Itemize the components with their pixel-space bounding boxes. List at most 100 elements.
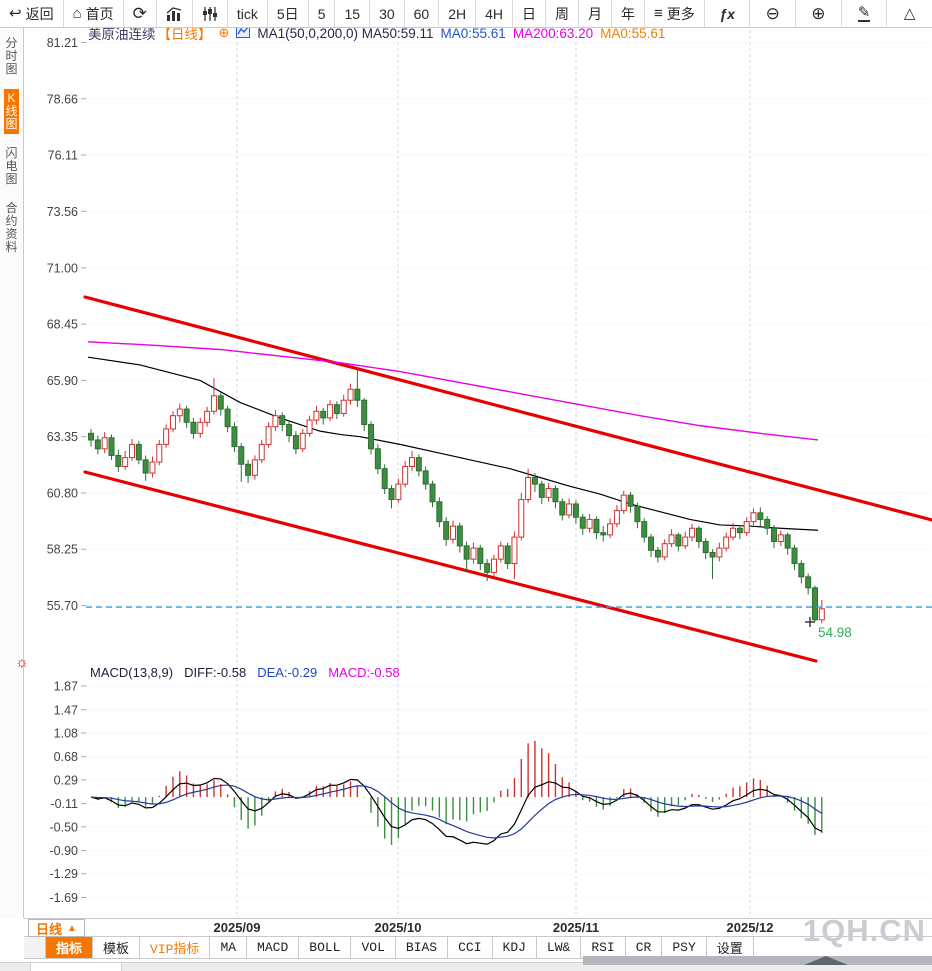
period-day-button[interactable]: 日: [513, 0, 547, 27]
period-30min-button[interactable]: 30: [370, 0, 405, 27]
fx-icon: ƒx: [719, 5, 735, 22]
scroll-up-arrow-icon[interactable]: [804, 956, 848, 965]
period-5day-button[interactable]: 5日: [268, 0, 309, 27]
clipped-bottom-row: [0, 962, 932, 971]
top-toolbar: ↩ 返回 ⌂ 首页 ⟳ tick 5日 5 15 30 60 2H 4H 日 周: [0, 0, 932, 28]
tab-lwr[interactable]: LW&: [537, 937, 582, 958]
candlestick-icon: [202, 6, 218, 21]
macd-header: MACD(13,8,9) DIFF:-0.58 DEA:-0.29 MACD:-…: [90, 665, 400, 680]
tab-psy[interactable]: PSY: [662, 937, 707, 958]
svg-text:65.90: 65.90: [47, 374, 78, 388]
pencil-icon: ✎: [857, 4, 871, 22]
refresh-icon: ⟳: [132, 4, 147, 23]
tab-settings[interactable]: 设置: [707, 937, 754, 958]
shape-tool-button[interactable]: △: [887, 0, 932, 27]
tab-cci[interactable]: CCI: [448, 937, 493, 958]
home-icon: ⌂: [72, 5, 82, 22]
sidebar-tab-lightning-chart[interactable]: 闪电图: [5, 146, 18, 186]
period-week-button[interactable]: 周: [546, 0, 580, 27]
symbol-period: 【日线】: [157, 27, 212, 42]
indicator-tabs-row: 指标 模板 VIP指标 MA MACD BOLL VOL BIAS CCI KD…: [24, 937, 932, 959]
svg-text:0.68: 0.68: [54, 750, 78, 764]
svg-text:1.87: 1.87: [54, 680, 78, 694]
tab-boll[interactable]: BOLL: [299, 937, 352, 958]
ma200-value: MA200:63.20: [512, 25, 594, 41]
svg-text:-0.50: -0.50: [50, 820, 79, 834]
tab-cr[interactable]: CR: [626, 937, 663, 958]
tab-kdj[interactable]: KDJ: [493, 937, 537, 958]
horizontal-scrollbar[interactable]: [583, 956, 932, 965]
period-15min-button[interactable]: 15: [335, 0, 371, 27]
chart-title: 美原油连续 【日线】 ⊕ MA1(50,0,200,0) MA50:59.11 M…: [88, 23, 665, 43]
macd-diff-value: DIFF:-0.58: [184, 665, 247, 680]
period-2h-button[interactable]: 2H: [439, 0, 477, 27]
clipped-bottom-tab: [30, 963, 122, 971]
ma0-orange-value: MA0:55.61: [600, 25, 666, 41]
tab-ma[interactable]: MA: [210, 937, 248, 958]
add-indicator-icon[interactable]: ⊕: [218, 25, 230, 40]
tab-vol[interactable]: VOL: [351, 937, 396, 958]
tab-template[interactable]: 模板: [93, 937, 141, 958]
home-label: 首页: [85, 5, 114, 22]
home-button[interactable]: ⌂ 首页: [64, 0, 124, 27]
more-label: 更多: [666, 5, 695, 22]
triangle-icon: △: [903, 5, 916, 22]
svg-text:-0.90: -0.90: [50, 844, 79, 858]
back-label: 返回: [25, 5, 54, 22]
tab-rsi[interactable]: RSI: [581, 937, 626, 958]
symbol-name: 美原油连续: [88, 27, 156, 42]
period-year-button[interactable]: 年: [612, 0, 646, 27]
chevron-up-icon: ▲: [67, 922, 77, 934]
bar-chart-icon: [166, 6, 183, 21]
svg-text:58.25: 58.25: [47, 543, 78, 557]
more-icon: ≡: [654, 5, 663, 22]
sidebar-tab-time-chart[interactable]: 分时图: [5, 36, 18, 76]
svg-text:1.47: 1.47: [54, 703, 78, 717]
tab-vip-indicator[interactable]: VIP指标: [140, 937, 211, 958]
ma-chart-icon[interactable]: [236, 25, 251, 41]
tab-macd[interactable]: MACD: [247, 937, 300, 958]
period-month-button[interactable]: 月: [579, 0, 613, 27]
period-60min-button[interactable]: 60: [405, 0, 440, 27]
sidebar-tab-kline-chart[interactable]: K线图: [4, 89, 19, 134]
tab-indicator[interactable]: 指标: [46, 937, 94, 958]
back-icon: ↩: [9, 5, 22, 22]
period-selector-button[interactable]: 日线 ▲: [28, 919, 85, 937]
svg-text:76.11: 76.11: [48, 149, 78, 163]
candle-chart-mode-button[interactable]: [193, 0, 228, 27]
more-button[interactable]: ≡ 更多: [645, 0, 705, 27]
svg-text:63.35: 63.35: [47, 430, 78, 444]
month-label-oct: 2025/10: [374, 920, 422, 935]
svg-text:68.45: 68.45: [47, 318, 78, 332]
svg-text:-1.29: -1.29: [50, 867, 79, 881]
zoom-out-button[interactable]: ⊖: [750, 0, 797, 27]
sidebar-tab-contract-info[interactable]: 合约资料: [5, 201, 18, 254]
svg-text:0.29: 0.29: [54, 773, 78, 787]
svg-text:-1.69: -1.69: [50, 891, 79, 905]
tab-bias[interactable]: BIAS: [396, 937, 449, 958]
ma-summary: MA1(50,0,200,0) MA50:59.11: [257, 25, 434, 41]
formula-button[interactable]: ƒx: [705, 0, 751, 27]
svg-text:54.98: 54.98: [818, 625, 852, 640]
left-sidebar: 分时图 K线图 闪电图 合约资料: [0, 28, 24, 918]
indicator-marker-icon[interactable]: ☼: [15, 654, 29, 671]
period-tick-button[interactable]: tick: [228, 0, 268, 27]
draw-tool-button[interactable]: ✎: [842, 0, 888, 27]
zoom-in-button[interactable]: ⊕: [796, 0, 842, 27]
period-5min-button[interactable]: 5: [309, 0, 336, 27]
svg-text:73.56: 73.56: [47, 205, 78, 219]
period-selector-label: 日线: [36, 921, 63, 937]
svg-text:78.66: 78.66: [47, 92, 78, 106]
svg-text:81.21: 81.21: [47, 36, 78, 50]
period-4h-button[interactable]: 4H: [476, 0, 514, 27]
svg-text:71.00: 71.00: [47, 261, 78, 275]
svg-text:-0.11: -0.11: [50, 797, 78, 811]
month-label-sep: 2025/09: [213, 920, 261, 935]
back-button[interactable]: ↩ 返回: [0, 0, 64, 27]
macd-dea-value: DEA:-0.29: [257, 665, 318, 680]
refresh-button[interactable]: ⟳: [124, 0, 157, 27]
bar-chart-mode-button[interactable]: [157, 0, 193, 27]
zoom-in-icon: ⊕: [811, 4, 826, 23]
